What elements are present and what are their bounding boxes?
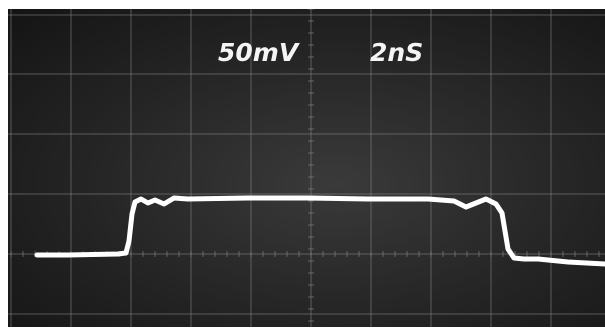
volts-per-division-label: 50mV [218, 38, 299, 67]
pulse-trace [34, 195, 605, 267]
oscilloscope-screen: 50mV 2nS [8, 9, 605, 327]
graticule-grid [8, 9, 605, 327]
graticule-center-ticks [10, 9, 600, 322]
graticule-and-trace [8, 9, 605, 327]
time-per-division-label: 2nS [370, 38, 424, 67]
